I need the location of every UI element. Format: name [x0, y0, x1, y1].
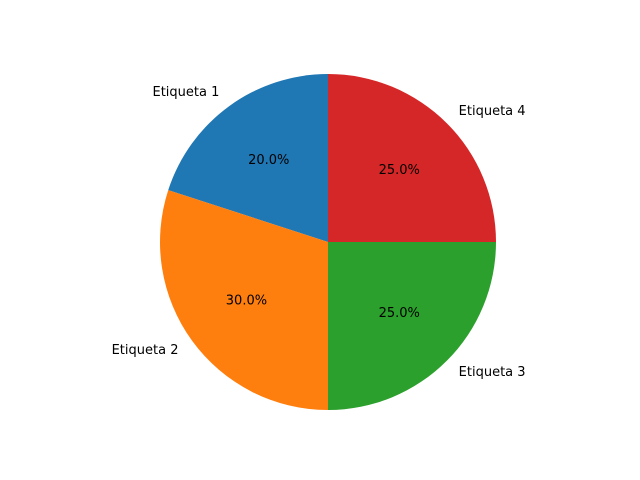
slice-label-1: Etiqueta 1: [152, 85, 219, 100]
slice-percent-4: 25.0%: [379, 163, 420, 178]
pie-slice-1: [168, 74, 328, 242]
pie-slice-3: [328, 242, 496, 410]
pie-slice-2: [160, 190, 328, 410]
slice-percent-2: 30.0%: [226, 294, 267, 309]
slice-label-3: Etiqueta 3: [459, 365, 526, 380]
slice-percent-3: 25.0%: [379, 306, 420, 321]
slice-label-2: Etiqueta 2: [112, 343, 179, 358]
pie-slice-4: [328, 74, 496, 242]
slice-label-4: Etiqueta 4: [459, 104, 526, 119]
slice-percent-1: 20.0%: [248, 153, 289, 168]
